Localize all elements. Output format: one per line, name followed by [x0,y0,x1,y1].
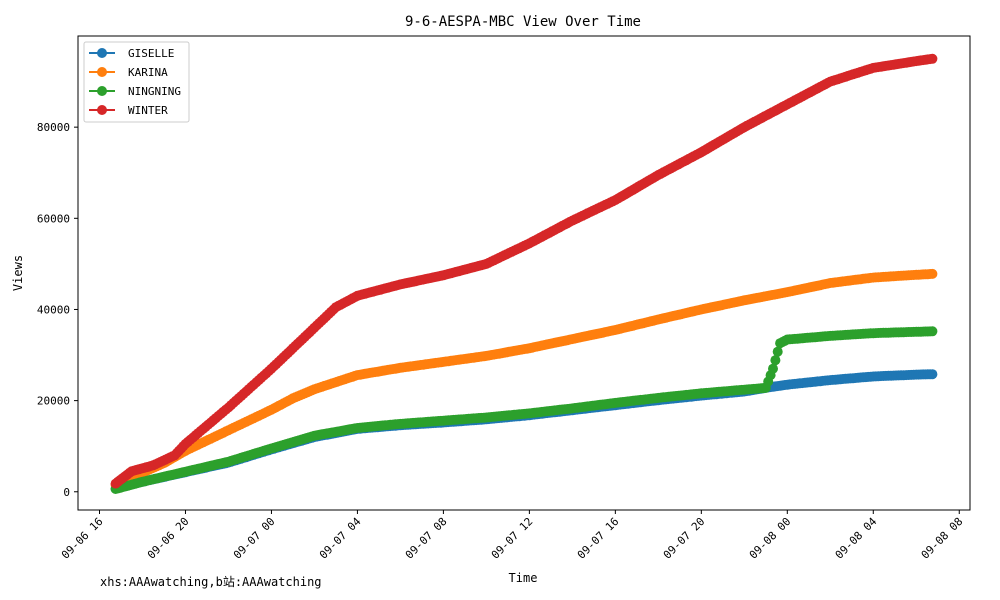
data-point [927,268,938,279]
legend-label: GISELLE [128,47,174,60]
legend-swatch-marker [97,86,107,96]
series-layer [110,53,938,494]
x-tick-label: 09-08 04 [833,515,880,562]
x-tick-label: 09-07 08 [403,515,450,562]
x-tick-label: 09-06 16 [59,515,106,562]
x-tick-label: 09-06 20 [145,515,192,562]
data-point [768,363,778,374]
x-axis-ticks: 09-06 16 09-06 20 09-07 00 09-07 04 09-07 08… [59,510,965,562]
legend-item-karina: KARINA [89,66,168,79]
series-line [115,372,933,491]
y-tick-label: 20000 [37,395,70,408]
data-point [927,53,938,64]
legend-label: KARINA [128,66,168,79]
x-tick-label: 09-07 20 [661,515,708,562]
legend-label: WINTER [128,104,168,117]
data-point [927,326,938,337]
legend-swatch-marker [97,105,107,115]
x-tick-label: 09-07 12 [489,515,536,562]
series-karina [110,268,938,490]
y-axis-ticks: 0 20000 40000 60000 80000 [37,121,78,499]
x-tick-label: 09-07 00 [231,515,278,562]
legend: GISELLE KARINA NINGNING WINTER [83,41,190,123]
x-tick-label: 09-08 08 [919,515,966,562]
y-tick-label: 40000 [37,303,70,316]
x-tick-label: 09-07 16 [575,515,622,562]
series-ningning [110,326,938,494]
x-axis-label: Time [509,571,538,585]
y-tick-label: 0 [63,486,70,499]
plot-frame [77,35,971,511]
legend-label: NINGNING [128,85,181,98]
legend-item-ningning: NINGNING [89,85,181,98]
x-tick-label: 09-07 04 [317,515,364,562]
data-point [770,355,781,366]
legend-item-giselle: GISELLE [89,47,174,60]
y-tick-label: 80000 [37,121,70,134]
legend-box [83,41,190,123]
data-point [772,346,783,357]
legend-swatch-marker [97,67,107,77]
legend-swatch-marker [97,48,107,58]
series-winter [110,53,938,489]
x-tick-label: 09-08 00 [747,515,794,562]
y-axis-label: Views [11,255,25,291]
legend-item-winter: WINTER [89,104,168,117]
y-tick-label: 60000 [37,212,70,225]
watermark-text: xhs:AAAwatching,b站:AAAwatching [100,575,322,589]
chart-title: 9-6-AESPA-MBC View Over Time [405,14,641,30]
data-point [927,369,938,380]
